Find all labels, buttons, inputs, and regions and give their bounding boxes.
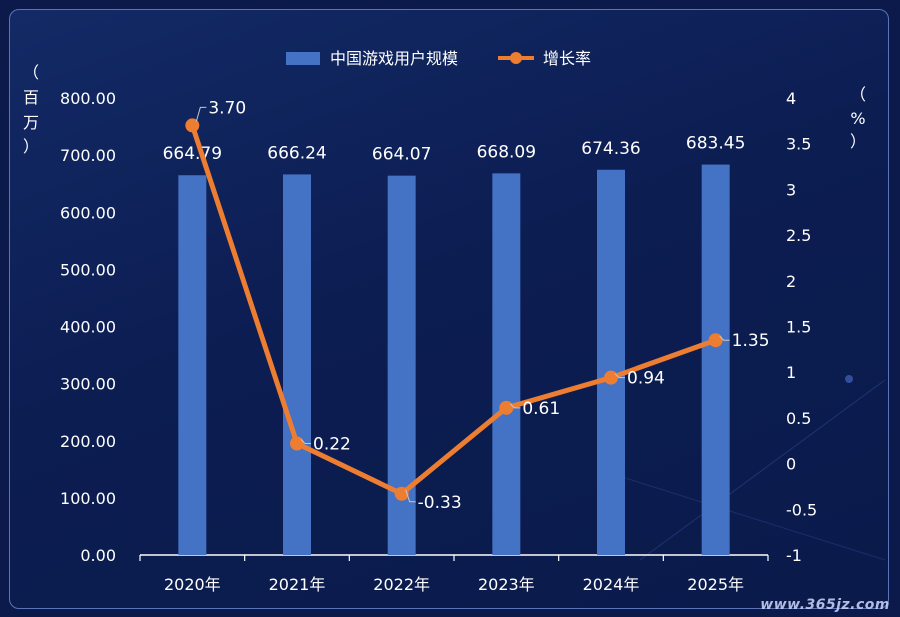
line-point	[290, 436, 304, 451]
line-label-leader	[405, 489, 416, 503]
y-right-axis-title: ）	[850, 132, 866, 151]
y-right-tick-label: 2.5	[786, 226, 811, 245]
y-left-axis-title: 百	[23, 88, 39, 107]
y-left-tick-label: 500.00	[60, 260, 116, 279]
legend-marker-line	[510, 52, 522, 64]
y-right-axis-title: （	[850, 85, 866, 104]
x-tick-label: 2023年	[478, 575, 535, 594]
x-tick-label: 2020年	[164, 575, 221, 594]
bar-value-label: 668.09	[477, 142, 536, 162]
line-value-label: 0.94	[627, 369, 665, 389]
legend-label-line: 增长率	[543, 49, 591, 68]
bar	[178, 175, 207, 555]
line-point	[185, 118, 200, 133]
decor-dot	[845, 375, 853, 383]
y-left-tick-label: 600.00	[60, 203, 116, 222]
y-right-tick-label: -1	[786, 546, 802, 565]
y-left-tick-label: 300.00	[60, 375, 116, 394]
watermark-text: www.365jz.com	[760, 597, 890, 613]
y-right-axis-title: %	[850, 109, 865, 128]
y-right-tick-label: 3	[786, 180, 796, 199]
bar	[283, 174, 311, 555]
y-right-tick-label: 1	[786, 363, 796, 382]
line-value-label: -0.33	[418, 493, 462, 513]
line-label-leader	[614, 373, 625, 379]
y-left-axis-title: （	[23, 63, 39, 82]
legend-label-bar: 中国游戏用户规模	[330, 49, 458, 68]
line-label-leader	[195, 106, 207, 122]
y-right-tick-label: 1.5	[786, 318, 811, 337]
decor-line	[599, 469, 886, 561]
x-tick-label: 2022年	[373, 575, 430, 594]
bar-value-label: 664.07	[372, 145, 431, 165]
y-left-tick-label: 700.00	[60, 146, 116, 165]
y-right-tick-label: 0.5	[786, 409, 811, 428]
y-right-tick-label: 4	[786, 89, 796, 108]
chart-panel	[9, 9, 889, 609]
legend-swatch-bar	[286, 52, 320, 65]
x-tick-label: 2025年	[687, 575, 744, 594]
y-left-tick-label: 800.00	[60, 89, 116, 108]
bar	[492, 173, 521, 556]
y-right-tick-label: -0.5	[786, 500, 817, 519]
line-value-label: 0.22	[313, 434, 351, 454]
y-left-tick-label: 100.00	[60, 489, 116, 508]
bar-value-label: 664.79	[163, 144, 222, 164]
line-point	[604, 370, 618, 385]
y-left-tick-label: 0.00	[80, 546, 116, 565]
bar-value-label: 666.24	[267, 143, 326, 163]
line-value-label: 3.70	[208, 98, 246, 118]
line-point	[394, 486, 409, 501]
decor-line	[639, 379, 886, 561]
line-value-label: 0.61	[522, 399, 560, 419]
bar-value-label: 674.36	[581, 139, 640, 159]
x-tick-label: 2021年	[269, 575, 326, 594]
line-point	[708, 333, 723, 348]
line-point	[499, 400, 514, 415]
y-left-axis-title: ）	[23, 137, 39, 156]
bar	[701, 164, 730, 555]
y-left-axis-title: 万	[23, 113, 39, 132]
y-left-tick-label: 400.00	[60, 318, 116, 337]
line-label-leader	[719, 335, 730, 341]
line-value-label: 1.35	[732, 331, 770, 351]
x-tick-label: 2024年	[583, 575, 640, 594]
bar	[597, 169, 625, 555]
line-label-leader	[509, 403, 521, 409]
y-right-tick-label: 0	[786, 455, 796, 474]
y-right-tick-label: 3.5	[786, 135, 811, 154]
growth-rate-line	[189, 124, 717, 497]
bar-value-label: 683.45	[686, 134, 745, 154]
y-right-tick-label: 2	[786, 272, 796, 291]
line-label-leader	[300, 439, 311, 444]
y-left-tick-label: 200.00	[60, 432, 116, 451]
